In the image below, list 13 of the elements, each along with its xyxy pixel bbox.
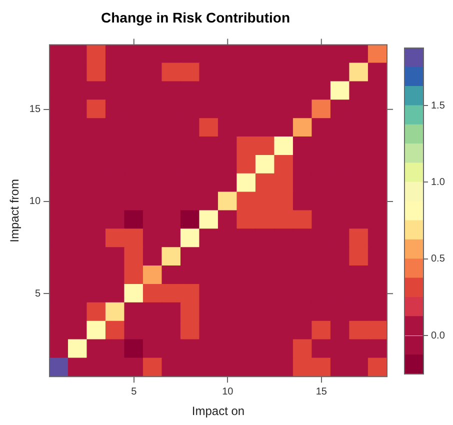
- y-axis-title: Impact from: [8, 179, 22, 242]
- chart-title: Change in Risk Contribution: [101, 9, 290, 26]
- x-tick-label: 5: [131, 386, 138, 398]
- color-bar-label: 0.0: [431, 330, 446, 342]
- y-tick-label: 5: [34, 288, 41, 300]
- x-axis-title: Impact on: [192, 404, 245, 418]
- y-tick-label: 15: [29, 104, 41, 116]
- x-tick-label: 15: [316, 386, 328, 398]
- color-bar-label: 1.0: [431, 176, 446, 188]
- color-bar-label: 1.5: [431, 100, 446, 112]
- y-tick-label: 10: [29, 196, 41, 208]
- x-tick-label: 10: [222, 386, 234, 398]
- color-bar-label: 0.5: [431, 254, 446, 265]
